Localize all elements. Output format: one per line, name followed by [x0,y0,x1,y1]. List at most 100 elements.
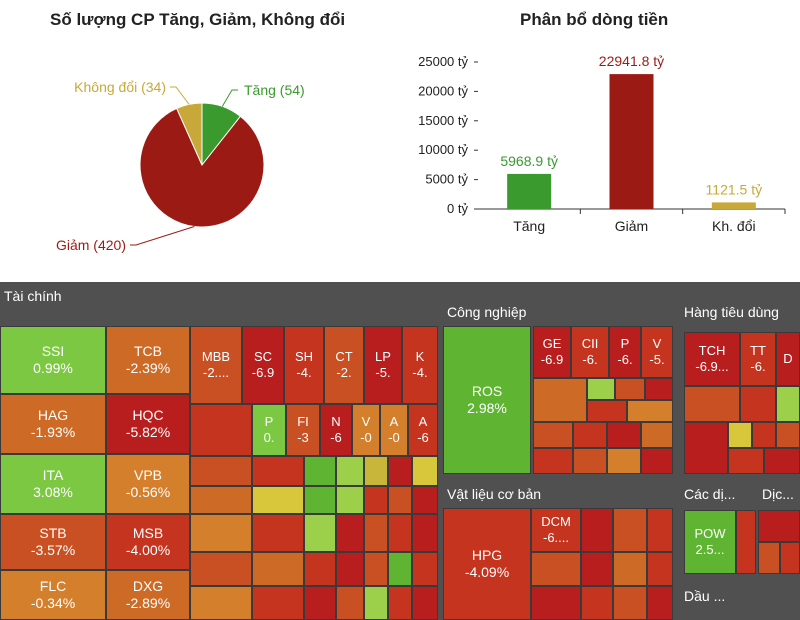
stock-cell-small[interactable] [190,456,252,486]
stock-cell-ssi[interactable]: SSI 0.99% [0,326,106,394]
stock-cell-small[interactable] [647,586,673,620]
stock-cell-small[interactable] [252,456,304,486]
stock-cell-tch[interactable]: TCH -6.9... [684,332,740,386]
stock-cell-small[interactable] [304,486,336,514]
stock-cell-small[interactable] [412,456,438,486]
stock-cell-small[interactable] [252,586,304,620]
stock-cell-small[interactable] [252,486,304,514]
stock-cell-sc[interactable]: SC -6.9 [242,326,284,404]
stock-cell-small[interactable] [736,510,756,574]
stock-cell-small[interactable] [533,378,587,422]
section-taichinh[interactable]: Tài chính SSI 0.99% TCB -2.39% HAG -1.93% H… [0,282,440,620]
stock-cell-small[interactable] [641,422,673,448]
stock-cell-small[interactable] [388,456,412,486]
stock-cell-small[interactable] [388,486,412,514]
section-congnghiep[interactable]: Công nghiệp ROS 2.98% GE -6.9 CII -6. P -6. … [443,282,677,478]
stock-cell-small[interactable] [647,552,673,586]
stock-cell-dcm[interactable]: DCM -6.... [531,508,581,552]
stock-cell-hag[interactable]: HAG -1.93% [0,394,106,454]
stock-cell-small[interactable] [412,486,438,514]
stock-cell-small[interactable] [780,542,800,574]
stock-cell-small[interactable] [388,514,412,552]
stock-cell-small[interactable] [336,486,364,514]
stock-cell-k[interactable]: K -4. [402,326,438,404]
stock-cell-small[interactable] [581,586,613,620]
stock-cell-msb[interactable]: MSB -4.00% [106,514,190,570]
stock-cell-small[interactable] [587,378,615,400]
stock-cell-small[interactable] [336,514,364,552]
stock-cell-small[interactable] [728,422,752,448]
stock-cell-small[interactable] [364,486,388,514]
stock-cell-small[interactable] [412,586,438,620]
stock-cell-tt[interactable]: TT -6. [740,332,776,386]
stock-cell-small[interactable] [252,552,304,586]
stock-cell-mbb[interactable]: MBB -2.... [190,326,242,404]
stock-cell-lp[interactable]: LP -5. [364,326,402,404]
stock-cell-p[interactable]: P -6. [609,326,641,378]
stock-cell-small[interactable] [304,552,336,586]
stock-cell-small[interactable] [531,586,581,620]
stock-cell-small[interactable] [412,514,438,552]
section-dau[interactable]: Dầu ... [680,582,800,620]
stock-cell-small[interactable] [190,404,252,456]
stock-cell-tcb[interactable]: TCB -2.39% [106,326,190,394]
stock-cell-small[interactable] [531,552,581,586]
stock-cell-v[interactable]: V -5. [641,326,673,378]
stock-cell-hqc[interactable]: HQC -5.82% [106,394,190,454]
stock-cell-small[interactable] [758,510,800,542]
stock-cell-small[interactable] [364,514,388,552]
stock-cell-small[interactable] [304,586,336,620]
stock-cell-small[interactable] [336,586,364,620]
stock-cell-small[interactable] [412,552,438,586]
stock-cell-small[interactable] [190,486,252,514]
stock-cell-ct[interactable]: CT -2. [324,326,364,404]
stock-cell-hpg[interactable]: HPG -4.09% [443,508,531,620]
stock-cell-small[interactable] [581,552,613,586]
stock-cell-small[interactable] [573,448,607,474]
stock-cell-small[interactable] [304,456,336,486]
stock-cell-ge[interactable]: GE -6.9 [533,326,571,378]
section-cacdich[interactable]: Các dị... POW 2.5... [680,480,756,580]
stock-cell-d[interactable]: D [776,332,800,386]
stock-cell-small[interactable] [304,514,336,552]
stock-cell-small[interactable] [607,448,641,474]
stock-cell-small[interactable] [728,448,764,474]
stock-cell-small[interactable] [533,448,573,474]
stock-cell-small[interactable] [758,542,780,574]
stock-cell-v[interactable]: V -0 [352,404,380,456]
stock-cell-small[interactable] [364,456,388,486]
stock-cell-small[interactable] [190,586,252,620]
stock-cell-n[interactable]: N -6 [320,404,352,456]
stock-cell-p[interactable]: P 0. [252,404,286,456]
stock-cell-small[interactable] [364,552,388,586]
stock-cell-small[interactable] [613,508,647,552]
stock-cell-small[interactable] [647,508,673,552]
stock-cell-small[interactable] [645,378,673,400]
stock-cell-cii[interactable]: CII -6. [571,326,609,378]
stock-cell-ros[interactable]: ROS 2.98% [443,326,531,474]
stock-cell-small[interactable] [388,552,412,586]
stock-cell-small[interactable] [613,586,647,620]
stock-cell-small[interactable] [684,422,728,474]
stock-cell-small[interactable] [752,422,776,448]
stock-cell-vpb[interactable]: VPB -0.56% [106,454,190,514]
stock-cell-dxg[interactable]: DXG -2.89% [106,570,190,620]
stock-cell-small[interactable] [573,422,607,448]
stock-cell-small[interactable] [641,448,673,474]
stock-cell-a[interactable]: A -6 [408,404,438,456]
stock-cell-small[interactable] [613,552,647,586]
stock-cell-ita[interactable]: ITA 3.08% [0,454,106,514]
stock-cell-small[interactable] [615,378,645,400]
stock-cell-small[interactable] [388,586,412,620]
stock-cell-small[interactable] [776,422,800,448]
stock-cell-small[interactable] [764,448,800,474]
stock-cell-small[interactable] [607,422,641,448]
stock-cell-a[interactable]: A -0 [380,404,408,456]
stock-cell-small[interactable] [533,422,573,448]
stock-cell-fi[interactable]: FI -3 [286,404,320,456]
stock-cell-small[interactable] [252,514,304,552]
stock-cell-small[interactable] [581,508,613,552]
stock-cell-small[interactable] [627,400,673,422]
stock-cell-flc[interactable]: FLC -0.34% [0,570,106,620]
stock-cell-small[interactable] [336,456,364,486]
